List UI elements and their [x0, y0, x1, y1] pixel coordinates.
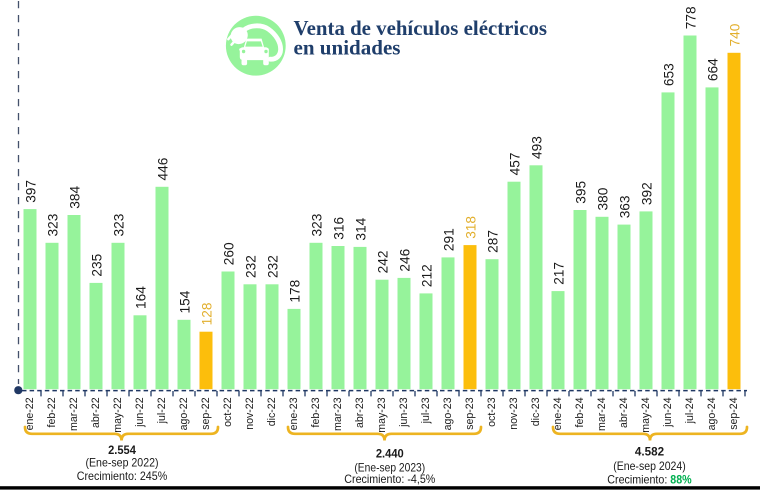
svg-text:ago-24: ago-24 [706, 397, 718, 430]
svg-text:316: 316 [331, 216, 346, 239]
svg-text:2.440: 2.440 [376, 446, 404, 460]
svg-text:abr-23: abr-23 [354, 397, 366, 428]
svg-text:164: 164 [133, 286, 148, 309]
svg-text:jun-23: jun-23 [398, 397, 410, 428]
svg-text:260: 260 [221, 242, 236, 265]
svg-text:ago-23: ago-23 [442, 397, 454, 430]
svg-text:323: 323 [309, 213, 324, 236]
svg-text:235: 235 [89, 253, 104, 276]
svg-text:392: 392 [639, 182, 654, 205]
svg-text:178: 178 [287, 279, 302, 302]
svg-text:664: 664 [705, 58, 720, 81]
svg-text:jun-22: jun-22 [134, 397, 146, 428]
svg-text:dic-22: dic-22 [266, 397, 278, 426]
svg-text:395: 395 [573, 180, 588, 203]
svg-text:128: 128 [199, 302, 214, 325]
svg-text:oct-22: oct-22 [222, 397, 234, 427]
svg-text:457: 457 [507, 153, 522, 176]
svg-text:jul-23: jul-23 [420, 397, 432, 424]
svg-text:en unidades: en unidades [294, 35, 401, 59]
svg-text:ene-22: ene-22 [24, 397, 36, 430]
svg-text:feb-23: feb-23 [310, 397, 322, 427]
svg-text:abr-24: abr-24 [618, 397, 630, 428]
svg-text:sep-24: sep-24 [728, 397, 740, 429]
svg-text:217: 217 [551, 262, 566, 285]
svg-text:323: 323 [45, 213, 60, 236]
svg-text:jun-24: jun-24 [662, 397, 674, 428]
svg-text:oct-23: oct-23 [486, 397, 498, 427]
svg-text:446: 446 [155, 157, 170, 180]
svg-text:363: 363 [617, 195, 632, 218]
svg-text:dic-23: dic-23 [530, 397, 542, 426]
svg-text:2.554: 2.554 [108, 443, 136, 457]
svg-text:Venta de vehículos eléctricos: Venta de vehículos eléctricos [294, 16, 548, 40]
svg-text:may-22: may-22 [112, 397, 124, 432]
svg-text:sep-22: sep-22 [200, 397, 212, 429]
svg-text:Crecimiento: 245%: Crecimiento: 245% [77, 470, 168, 483]
svg-text:ago-22: ago-22 [178, 397, 190, 430]
svg-text:653: 653 [661, 63, 676, 86]
svg-text:abr-22: abr-22 [90, 397, 102, 428]
svg-text:jul-24: jul-24 [684, 397, 696, 424]
svg-text:nov-22: nov-22 [244, 397, 256, 429]
svg-text:232: 232 [243, 255, 258, 278]
svg-text:mar-22: mar-22 [68, 397, 80, 431]
svg-text:(Ene-sep 2024): (Ene-sep 2024) [613, 460, 686, 473]
svg-text:sep-23: sep-23 [464, 397, 476, 429]
svg-text:232: 232 [265, 255, 280, 278]
svg-text:may-23: may-23 [376, 397, 388, 432]
svg-text:(Ene-sep 2023): (Ene-sep 2023) [354, 461, 425, 474]
svg-text:154: 154 [177, 290, 192, 313]
svg-text:mar-24: mar-24 [596, 397, 608, 431]
svg-text:ene-24: ene-24 [552, 397, 564, 430]
svg-text:246: 246 [397, 248, 412, 271]
svg-text:380: 380 [595, 187, 610, 210]
svg-text:740: 740 [727, 23, 742, 46]
svg-text:Crecimiento: 88%: Crecimiento: 88% [607, 473, 691, 486]
svg-text:mar-23: mar-23 [332, 397, 344, 431]
svg-text:may-24: may-24 [640, 397, 652, 432]
svg-text:778: 778 [683, 6, 698, 29]
svg-text:feb-22: feb-22 [46, 397, 58, 427]
svg-text:ene-23: ene-23 [288, 397, 300, 430]
svg-text:314: 314 [353, 217, 368, 240]
svg-text:(Ene-sep 2022): (Ene-sep 2022) [85, 456, 158, 469]
svg-text:323: 323 [111, 213, 126, 236]
svg-text:291: 291 [441, 228, 456, 251]
svg-text:212: 212 [419, 264, 434, 287]
svg-text:Crecimiento: -4,5%: Crecimiento: -4,5% [344, 473, 435, 486]
svg-text:jul-22: jul-22 [156, 397, 168, 424]
svg-text:feb-24: feb-24 [574, 397, 586, 427]
svg-text:384: 384 [67, 185, 82, 208]
svg-text:4.582: 4.582 [635, 445, 665, 459]
svg-text:242: 242 [375, 251, 390, 274]
svg-text:318: 318 [463, 216, 478, 239]
svg-text:493: 493 [529, 136, 544, 159]
svg-text:397: 397 [23, 180, 38, 203]
svg-text:287: 287 [485, 230, 500, 253]
svg-text:nov-23: nov-23 [508, 397, 520, 429]
